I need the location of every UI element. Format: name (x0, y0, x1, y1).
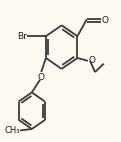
Text: O: O (88, 56, 95, 65)
Text: O: O (101, 16, 108, 25)
Text: CH₃: CH₃ (4, 126, 19, 135)
Text: Br: Br (17, 32, 26, 41)
Text: O: O (37, 73, 44, 82)
